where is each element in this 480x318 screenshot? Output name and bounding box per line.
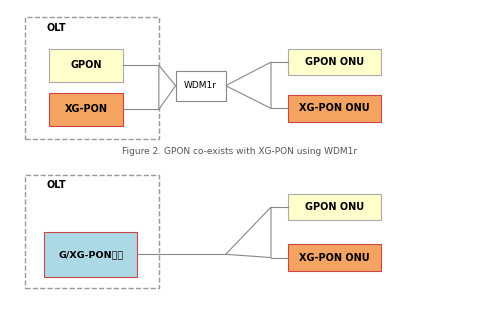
Bar (288, 49, 381, 75)
Text: G/XG-PON双模: G/XG-PON双模 (58, 250, 123, 259)
Text: Figure 2. GPON co-exists with XG-PON using WDM1r: Figure 2. GPON co-exists with XG-PON usi… (122, 147, 358, 156)
Bar (288, 95, 381, 122)
Text: OLT: OLT (47, 180, 66, 190)
Bar (25, 175, 159, 288)
Text: XG-PON: XG-PON (65, 104, 108, 114)
Bar (288, 194, 381, 220)
Text: OLT: OLT (47, 23, 66, 32)
Bar (49, 93, 123, 126)
Bar (25, 17, 159, 139)
Bar (288, 244, 381, 271)
Bar (44, 232, 137, 277)
Text: XG-PON ONU: XG-PON ONU (299, 103, 370, 114)
Polygon shape (226, 62, 271, 108)
Polygon shape (159, 65, 176, 109)
Bar (49, 49, 123, 82)
Bar (176, 71, 226, 101)
Text: GPON: GPON (71, 60, 102, 70)
Text: WDM1r: WDM1r (184, 81, 217, 90)
Text: XG-PON ONU: XG-PON ONU (299, 252, 370, 262)
Polygon shape (226, 207, 271, 258)
Text: GPON ONU: GPON ONU (305, 57, 364, 67)
Text: GPON ONU: GPON ONU (305, 202, 364, 212)
